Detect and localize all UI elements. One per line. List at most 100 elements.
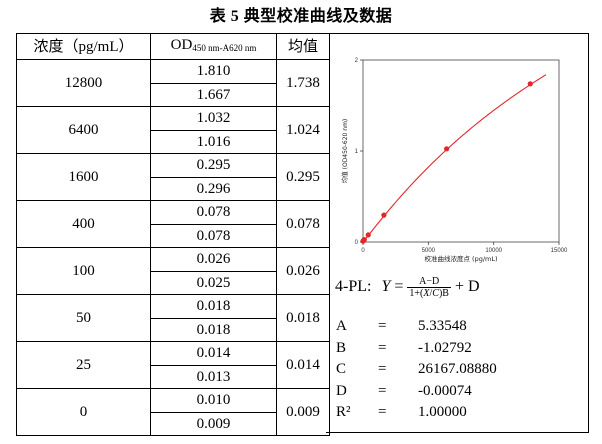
od-cell: 0.018 xyxy=(150,294,277,319)
concentration-cell: 50 xyxy=(16,294,151,342)
x-tick-label: 5000 xyxy=(422,248,436,254)
concentration-cell: 1600 xyxy=(16,153,151,201)
y-tick-label: 2 xyxy=(355,58,359,64)
data-point xyxy=(444,146,450,152)
od-cell: 0.296 xyxy=(150,176,277,201)
data-point xyxy=(381,212,387,218)
average-cell: 1.024 xyxy=(276,106,330,154)
table-row: 0.013 xyxy=(17,364,330,389)
param-name: A xyxy=(336,318,347,334)
param-value: 26167.08880 xyxy=(418,361,497,377)
od-cell: 1.667 xyxy=(150,82,277,107)
formula-eq: = xyxy=(394,278,404,296)
formula-den-a: 1+( xyxy=(409,288,424,299)
formula-den-c: C xyxy=(432,288,439,299)
od-cell: 0.295 xyxy=(150,153,277,178)
x-axis-label: 校准曲线浓度点 (pg/mL) xyxy=(424,254,497,263)
od-cell: 0.018 xyxy=(150,317,277,342)
od-cell: 0.013 xyxy=(150,364,277,389)
param-equals: = xyxy=(378,361,387,377)
param-row: B = -1.02792 xyxy=(336,338,497,360)
param-name: D xyxy=(336,382,347,399)
x-tick-label: 0 xyxy=(361,248,365,254)
table-row: 1.667 xyxy=(17,82,330,107)
average-cell: 0.026 xyxy=(276,247,330,295)
formula-numerator: A−D xyxy=(407,276,451,288)
formula-denominator: 1+(X/C)B xyxy=(409,288,449,299)
od-cell: 0.026 xyxy=(150,247,277,272)
param-name: R² xyxy=(336,404,351,420)
average-cell: 0.009 xyxy=(276,388,330,436)
param-row: D = -0.00074 xyxy=(336,381,497,403)
chart-svg: 0 5000 10000 15000 0 1 2 校准曲线浓度点 (pg/mL) 均值 (OD4… xyxy=(341,58,568,263)
fit-curve xyxy=(362,74,547,243)
fit-parameters: A = 5.33548 B = -1.02792 C = 26167.08880 D = -0.000… xyxy=(336,316,497,424)
table-title: 表 5 典型校准曲线及数据 xyxy=(209,8,393,25)
concentration-cell: 0 xyxy=(16,388,151,436)
od-cell: 0.009 xyxy=(150,411,277,436)
header-od-sub: 450 nm-A620 nm xyxy=(192,43,257,53)
param-value: 1.00000 xyxy=(418,404,467,420)
formula-den-b: )B xyxy=(438,288,449,299)
concentration-cell: 25 xyxy=(16,341,151,389)
table-row: 0.025 xyxy=(17,270,330,295)
table-row: 50 0.018 0.018 xyxy=(16,294,330,342)
param-equals: = xyxy=(378,404,387,420)
param-name: B xyxy=(336,339,347,356)
table-row: 12800 1.810 1.738 xyxy=(16,59,330,107)
x-tick-label: 10000 xyxy=(485,248,502,254)
od-cell: 1.810 xyxy=(150,59,277,84)
chart-panel xyxy=(326,33,589,433)
calibration-chart: 0 5000 10000 15000 0 1 2 校准曲线浓度点 (pg/mL) 均值 (OD4… xyxy=(335,52,575,272)
table-row: 100 0.026 0.026 xyxy=(16,247,330,295)
formula-y: Y xyxy=(381,278,391,296)
calibration-table: 浓度（pg/mL） OD450 nm-A620 nm 均值 12800 1.810… xyxy=(16,33,330,436)
table-row: 0.018 xyxy=(17,317,330,342)
od-cell: 0.010 xyxy=(150,388,277,413)
param-equals: = xyxy=(378,339,387,356)
header-od-main: OD xyxy=(170,37,193,53)
table-row: 400 0.078 0.078 xyxy=(16,200,330,248)
y-tick-label: 1 xyxy=(355,149,359,155)
average-cell: 0.018 xyxy=(276,294,330,342)
formula-suffix: + D xyxy=(454,278,480,296)
concentration-cell: 12800 xyxy=(16,59,151,107)
param-value: -1.02792 xyxy=(418,339,472,356)
average-cell: 1.738 xyxy=(276,59,330,107)
average-cell: 0.078 xyxy=(276,200,330,248)
param-row: C = 26167.08880 xyxy=(336,359,497,381)
y-tick-label: 0 xyxy=(355,240,359,246)
y-axis-label: 均值 (OD450-620 nm) xyxy=(341,119,349,184)
data-point xyxy=(365,232,371,238)
table-row: 0.009 xyxy=(17,411,330,436)
plot-frame xyxy=(362,59,560,243)
table-row: 0.078 xyxy=(17,223,330,248)
param-name: C xyxy=(336,361,347,377)
table-row: 6400 1.032 1.024 xyxy=(16,106,330,154)
od-cell: 1.016 xyxy=(150,129,277,154)
formula-prefix: 4-PL: xyxy=(335,278,372,296)
param-equals: = xyxy=(378,382,387,399)
param-value: 5.33548 xyxy=(418,318,467,334)
header-od: OD450 nm-A620 nm xyxy=(150,33,277,60)
param-row: A = 5.33548 xyxy=(336,316,497,338)
table-row: 1600 0.295 0.295 xyxy=(16,153,330,201)
average-cell: 0.295 xyxy=(276,153,330,201)
param-equals: = xyxy=(378,318,387,334)
od-cell: 0.078 xyxy=(150,200,277,225)
data-point xyxy=(527,81,533,87)
param-value: -0.00074 xyxy=(418,382,472,399)
od-cell: 1.032 xyxy=(150,106,277,131)
data-point xyxy=(361,237,367,243)
od-cell: 0.078 xyxy=(150,223,277,248)
concentration-cell: 100 xyxy=(16,247,151,295)
formula-den-x: X xyxy=(423,288,430,299)
table-row: 0 0.010 0.009 xyxy=(16,388,330,436)
table-header-row: 浓度（pg/mL） OD450 nm-A620 nm 均值 xyxy=(16,33,330,60)
formula-fraction: A−D 1+(X/C)B xyxy=(407,276,451,299)
param-row: R² = 1.00000 xyxy=(336,402,497,424)
table-row: 1.016 xyxy=(17,129,330,154)
od-cell: 0.014 xyxy=(150,341,277,366)
concentration-cell: 400 xyxy=(16,200,151,248)
fit-formula: 4-PL: Y = A−D 1+(X/C)B + D xyxy=(335,276,480,299)
